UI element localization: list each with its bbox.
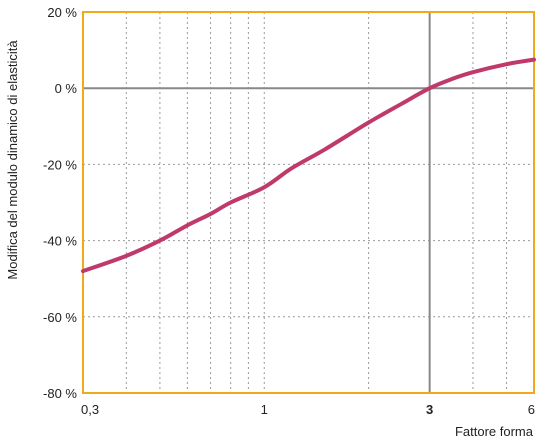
reference-lines (83, 12, 534, 393)
y-tick-label: 0 % (55, 81, 78, 96)
series-layer (81, 57, 536, 274)
x-tick-label: 6 (528, 402, 535, 417)
x-tick-label: 0,3 (81, 402, 99, 417)
y-tick-label: -20 % (43, 157, 77, 172)
y-tick-label: -60 % (43, 310, 77, 325)
y-axis-title: Modifica del modulo dinamico di elastici… (5, 40, 20, 280)
x-tick-label: 1 (261, 402, 268, 417)
x-axis-ticks: 0,3 1 3 6 (81, 402, 535, 417)
x-axis-title: Fattore forma (455, 424, 534, 439)
y-axis-ticks: 20 % 0 % -20 % -40 % -60 % -80 % (43, 5, 77, 401)
y-tick-label: -40 % (43, 234, 77, 249)
y-tick-label: -80 % (43, 386, 77, 401)
x-tick-label: 3 (426, 402, 433, 417)
y-tick-label: 20 % (47, 5, 77, 20)
plot-frame (82, 11, 535, 394)
grid-layer (83, 12, 534, 393)
series-line-0 (81, 57, 536, 274)
